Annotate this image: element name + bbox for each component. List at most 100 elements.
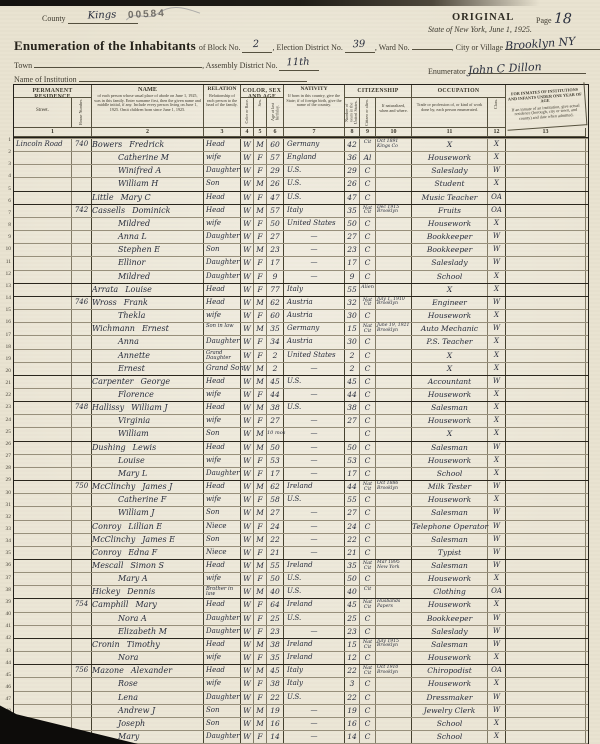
row-number: 46 [5, 684, 12, 691]
row-number: 11 [5, 258, 11, 265]
col-color: W [241, 612, 254, 625]
col-occupation: Bookkeeper [412, 231, 488, 244]
col-street [14, 625, 72, 638]
row-number: 15 [5, 307, 12, 314]
col-inmate [506, 244, 586, 257]
col-class: X [488, 178, 506, 191]
col-street [14, 520, 72, 533]
col-citizen: C [360, 454, 376, 467]
col-house [72, 520, 92, 533]
col-house [72, 257, 92, 270]
col-nativity: Italy [284, 665, 345, 678]
col-occupation: Housework [412, 454, 488, 467]
col-relation: wife [204, 310, 241, 323]
col-age: 2 [267, 362, 284, 375]
col-nativity: — [284, 546, 345, 559]
col-naturalized [376, 573, 412, 586]
col-name: Conroy Edna F [92, 546, 204, 559]
col-naturalized [376, 494, 412, 507]
table-row: Mary L Daughter W F 17—17 C School X [14, 466, 588, 481]
col-citizen: Nat Cit [360, 323, 376, 336]
row-number: 3 [8, 161, 11, 168]
col-naturalized: July 1915 Brooklyn [376, 638, 412, 652]
col-sex: M [254, 638, 267, 652]
col-sex: F [254, 191, 267, 204]
table-row: McClinchy James E Son W M 22—22 C Salesman W [14, 532, 588, 546]
col-nativity: Italy [284, 283, 345, 296]
col-relation: Daughter [204, 691, 241, 704]
col-citizen: Nat Cit [360, 296, 376, 310]
col-class: X [488, 415, 506, 428]
col-age: 38 [267, 638, 284, 652]
col-nativity: — [284, 362, 345, 375]
col-sex: M [254, 560, 267, 573]
col-house [72, 336, 92, 349]
col-color: W [241, 520, 254, 533]
col-street [14, 665, 72, 678]
row-number: 36 [5, 562, 12, 569]
col-name: Cassells Dominick [92, 204, 204, 217]
col-name: Arrata Louise [92, 283, 204, 296]
row-number: 10 [5, 246, 12, 253]
col-class: X [488, 454, 506, 467]
col-occupation: Typist [412, 546, 488, 559]
col-citizen: C [360, 573, 376, 586]
col-house [72, 152, 92, 165]
col-occupation: Housework [412, 415, 488, 428]
col-occupation: Fruits [412, 204, 488, 217]
col-naturalized [376, 441, 412, 454]
col-name: Lena [92, 691, 204, 704]
col-citizen: C [360, 731, 376, 744]
col-relation: Son [204, 507, 241, 520]
col-naturalized [376, 349, 412, 362]
col-class: W [488, 375, 506, 388]
col-color: W [241, 638, 254, 652]
col-occupation: Salesman [412, 533, 488, 546]
col-citizen: Al [360, 152, 376, 165]
col-occupation: Dressmaker [412, 691, 488, 704]
col-age: 57 [267, 204, 284, 217]
col-occupation: Music Teacher [412, 191, 488, 204]
col-nativity: — [284, 467, 345, 481]
col-occupation: Saleslady [412, 165, 488, 178]
col-occupation: Auto Mechanic [412, 323, 488, 336]
col-nativity: Ireland [284, 652, 345, 665]
col-color: W [241, 494, 254, 507]
col-street [14, 638, 72, 652]
col-name: William [92, 428, 204, 441]
col-color: W [241, 454, 254, 467]
col-nativity: U.S. [284, 165, 345, 178]
col-sex: M [254, 402, 267, 415]
col-class: X [488, 362, 506, 375]
col-occupation: Salesman [412, 507, 488, 520]
col-house [72, 586, 92, 599]
col-house [72, 612, 92, 625]
col-class: W [488, 520, 506, 533]
header-house-number: House Number. [72, 98, 92, 128]
col-color: W [241, 336, 254, 349]
row-number: 23 [5, 404, 12, 411]
col-name: Conroy Lillian E [92, 520, 204, 533]
col-house [72, 638, 92, 652]
row-number: 4 [8, 173, 11, 180]
col-inmate [506, 494, 586, 507]
col-nativity: — [284, 533, 345, 546]
table-row: Mildred Daughter W F 9—9 C School X [14, 269, 588, 283]
col-inmate [506, 388, 586, 402]
col-naturalized [376, 165, 412, 178]
col-relation: Head [204, 283, 241, 296]
col-nativity: — [284, 428, 345, 441]
header-color-sex-age: COLOR, SEX AND AGE [241, 85, 284, 98]
col-house [72, 652, 92, 665]
col-number-8: 8 [345, 128, 360, 137]
col-house: 742 [72, 204, 92, 217]
header-age: Age at last birthday. [267, 98, 284, 128]
col-class: X [488, 310, 506, 323]
col-sex: F [254, 283, 267, 296]
col-house [72, 507, 92, 520]
col-street [14, 296, 72, 310]
col-citizen: Alien [360, 283, 376, 296]
col-street [14, 494, 72, 507]
col-citizen: Nat Cit [360, 560, 376, 573]
col-inmate [506, 362, 586, 375]
